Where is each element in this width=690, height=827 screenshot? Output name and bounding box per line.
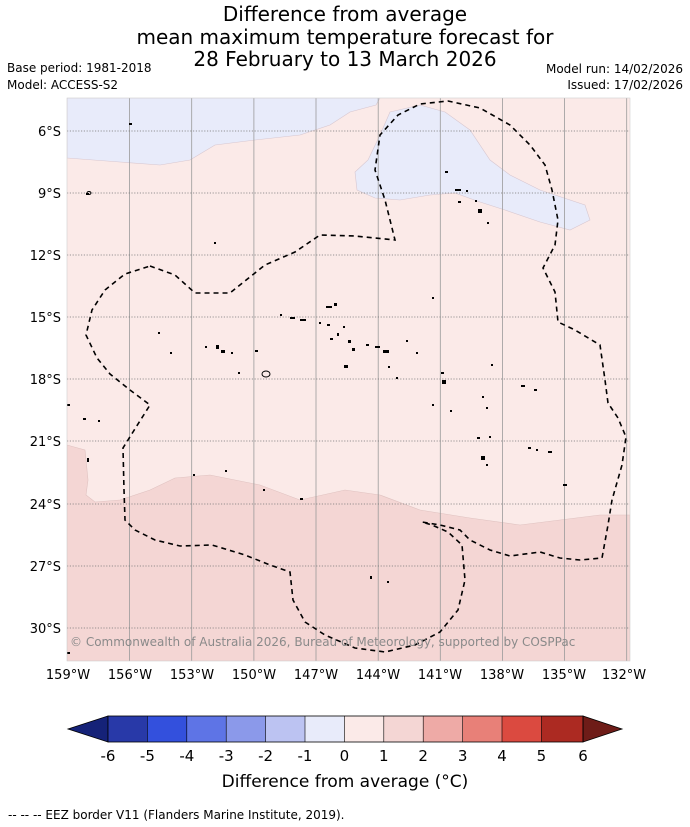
colorbar-tick: -2 <box>258 747 273 765</box>
colorbar-tick: 5 <box>537 747 547 765</box>
lon-label: 135°W <box>542 668 586 683</box>
lat-label: 27°S <box>30 560 61 575</box>
lat-labels: 6°S 9°S 12°S 15°S 18°S 21°S 24°S 27°S 30… <box>30 125 61 637</box>
colorbar-swatch <box>226 716 266 742</box>
colorbar-swatch <box>344 716 384 742</box>
colorbar-swatch <box>186 716 227 742</box>
lon-label: 150°W <box>232 668 276 683</box>
base-period: Base period: 1981-2018 <box>7 61 152 75</box>
colorbar-swatch <box>383 716 424 742</box>
colorbar-tick: 2 <box>418 747 428 765</box>
colorbar-swatch <box>108 716 148 742</box>
eez-border <box>85 100 627 653</box>
colorbar-tick: 1 <box>379 747 389 765</box>
lon-label: 141°W <box>418 668 462 683</box>
copyright-text: © Commonwealth of Australia 2026, Bureau… <box>70 635 575 649</box>
lon-label: 156°W <box>108 668 152 683</box>
anomaly-region-below-0 <box>67 98 381 166</box>
colorbar-swatch <box>265 716 305 742</box>
lat-label: 18°S <box>30 373 61 388</box>
lon-label: 132°W <box>602 668 646 683</box>
colorbar-swatch <box>462 716 502 742</box>
lat-label: 9°S <box>38 187 61 202</box>
map-frame <box>66 97 631 662</box>
colorbar-swatch <box>305 716 345 742</box>
colorbar-tick: 0 <box>340 747 350 765</box>
lat-label: 24°S <box>30 498 61 513</box>
issued-date: Issued: 17/02/2026 <box>567 78 683 92</box>
island-outline-2 <box>86 191 92 195</box>
colorbar-swatch <box>502 716 542 742</box>
colorbar-tick: -3 <box>219 747 234 765</box>
title-line-3: 28 February to 13 March 2026 <box>193 47 497 71</box>
lon-gridlines <box>129 98 628 661</box>
title-line-1: Difference from average <box>222 2 468 26</box>
island-outline <box>261 370 271 378</box>
lat-label: 12°S <box>30 249 61 264</box>
colorbar-high-extend <box>582 715 624 743</box>
model-name: Model: ACCESS-S2 <box>7 78 119 92</box>
colorbar-swatch <box>423 716 463 742</box>
colorbar-swatch <box>147 716 187 742</box>
lon-labels: 159°W 156°W 153°W 150°W 147°W 144°W 141°… <box>46 668 646 683</box>
colorbar-tick: 3 <box>458 747 468 765</box>
colorbar-tick: -4 <box>179 747 194 765</box>
lon-label: 144°W <box>356 668 400 683</box>
lon-label: 147°W <box>294 668 338 683</box>
colorbar-tick: -1 <box>298 747 313 765</box>
colorbar-tick: 4 <box>497 747 507 765</box>
title-line-2: mean maximum temperature forecast for <box>136 25 554 49</box>
lon-label: 159°W <box>46 668 90 683</box>
colorbar: -6 -5 -4 -3 -2 -1 0 1 2 3 4 5 6 <box>66 715 624 765</box>
colorbar-outline <box>107 715 584 743</box>
colorbar-title: Difference from average (°C) <box>221 772 469 792</box>
colorbar-tick: -5 <box>140 747 155 765</box>
lat-label: 15°S <box>30 311 61 326</box>
anomaly-region-1-to-2 <box>67 444 630 661</box>
islands <box>67 123 567 654</box>
lon-label: 138°W <box>480 668 524 683</box>
lat-label: 21°S <box>30 435 61 450</box>
lon-label: 153°W <box>170 668 214 683</box>
model-run: Model run: 14/02/2026 <box>545 62 683 76</box>
colorbar-tick: -6 <box>101 747 116 765</box>
anomaly-region-below-0-east <box>354 104 591 231</box>
colorbar-low-extend <box>66 715 109 743</box>
lat-label: 6°S <box>38 125 61 140</box>
colorbar-swatch <box>541 716 583 742</box>
lat-label: 30°S <box>30 622 61 637</box>
colorbar-tick: 6 <box>578 747 588 765</box>
footer-note: -- -- -- EEZ border V11 (Flanders Marine… <box>8 808 345 822</box>
